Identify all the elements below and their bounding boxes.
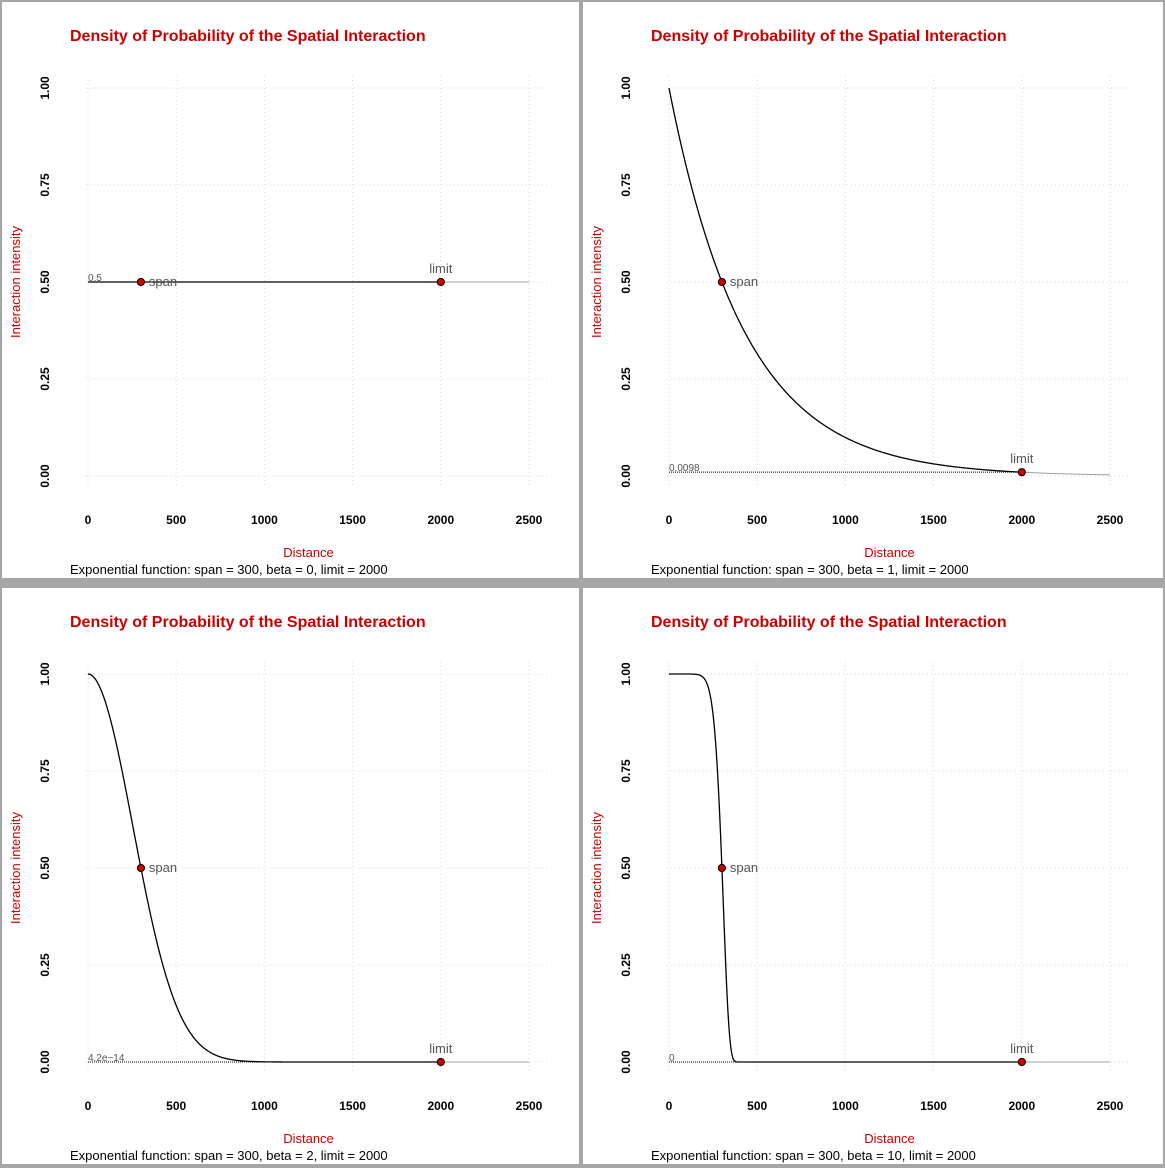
point-span <box>717 277 727 287</box>
chart-subtitle: Exponential function: span = 300, beta =… <box>651 1148 976 1163</box>
chart-subtitle: Exponential function: span = 300, beta =… <box>70 1148 388 1163</box>
chart-panel-beta-0: Density of Probability of the Spatial In… <box>2 2 579 578</box>
x-tick-label: 2000 <box>1008 513 1035 527</box>
chart-subtitle: Exponential function: span = 300, beta =… <box>70 562 388 577</box>
y-tick-label: 0.50 <box>38 270 52 294</box>
chart-svg-beta-1: Density of Probability of the Spatial In… <box>589 28 1128 577</box>
chart-svg-beta-0: Density of Probability of the Spatial In… <box>8 28 547 577</box>
y-tick-label: 0.25 <box>38 953 52 977</box>
y-tick-label: 0.25 <box>38 367 52 391</box>
chart-subtitle: Exponential function: span = 300, beta =… <box>651 562 969 577</box>
limit-value-label: 0.5 <box>88 273 102 284</box>
x-tick-label: 1000 <box>251 1099 278 1113</box>
x-tick-label: 2000 <box>427 1099 454 1113</box>
x-tick-label: 0 <box>85 1099 92 1113</box>
y-tick-label: 1.00 <box>38 76 52 100</box>
x-axis-title: Distance <box>283 1131 334 1146</box>
point-label-limit: limit <box>1010 1041 1033 1056</box>
y-tick-label: 0.00 <box>619 1050 633 1074</box>
point-label-limit: limit <box>429 261 452 276</box>
x-tick-label: 1000 <box>832 513 859 527</box>
x-tick-label: 500 <box>166 513 186 527</box>
y-tick-label: 0.25 <box>619 367 633 391</box>
point-label-span: span <box>149 860 177 875</box>
chart-title: Density of Probability of the Spatial In… <box>651 28 1007 45</box>
x-tick-label: 2500 <box>1097 513 1124 527</box>
x-tick-label: 1500 <box>920 513 947 527</box>
x-tick-label: 500 <box>747 1099 767 1113</box>
x-tick-label: 1000 <box>832 1099 859 1113</box>
y-tick-label: 1.00 <box>619 76 633 100</box>
y-tick-label: 0.75 <box>619 759 633 783</box>
point-span <box>136 277 146 287</box>
x-tick-label: 2500 <box>1097 1099 1124 1113</box>
x-tick-label: 2000 <box>427 513 454 527</box>
x-tick-label: 2500 <box>516 1099 543 1113</box>
x-tick-label: 2500 <box>516 513 543 527</box>
y-tick-label: 0.50 <box>619 270 633 294</box>
limit-value-label: 0.0098 <box>669 463 700 474</box>
point-label-span: span <box>730 274 758 289</box>
x-tick-label: 0 <box>666 513 673 527</box>
point-span <box>136 863 146 873</box>
x-tick-label: 1000 <box>251 513 278 527</box>
x-axis-title: Distance <box>864 545 915 560</box>
limit-value-label: 0 <box>669 1053 675 1064</box>
x-tick-label: 1500 <box>339 513 366 527</box>
x-tick-label: 1500 <box>339 1099 366 1113</box>
point-limit <box>436 277 445 287</box>
y-tick-label: 1.00 <box>38 662 52 686</box>
y-tick-label: 0.50 <box>619 856 633 880</box>
y-axis-title: Interaction intensity <box>589 812 604 925</box>
curve-line <box>668 87 1022 473</box>
x-tick-label: 0 <box>666 1099 673 1113</box>
point-label-limit: limit <box>429 1041 452 1056</box>
chart-svg-beta-10: Density of Probability of the Spatial In… <box>589 614 1128 1163</box>
y-tick-label: 0.75 <box>38 759 52 783</box>
y-tick-label: 0.00 <box>38 464 52 488</box>
point-label-span: span <box>730 860 758 875</box>
grid <box>667 662 1128 1072</box>
x-tick-label: 500 <box>166 1099 186 1113</box>
x-axis-title: Distance <box>283 545 334 560</box>
curve-tail-line <box>1021 471 1111 476</box>
chart-title: Density of Probability of the Spatial In… <box>651 614 1007 631</box>
y-tick-label: 0.75 <box>619 173 633 197</box>
x-axis-title: Distance <box>864 1131 915 1146</box>
y-axis-title: Interaction intensity <box>8 812 23 925</box>
point-limit <box>436 1057 445 1067</box>
x-tick-label: 0 <box>85 513 92 527</box>
y-tick-label: 0.25 <box>619 953 633 977</box>
chart-panel-beta-2: Density of Probability of the Spatial In… <box>2 588 579 1164</box>
y-axis-title: Interaction intensity <box>8 226 23 339</box>
chart-svg-beta-2: Density of Probability of the Spatial In… <box>8 614 547 1163</box>
chart-panel-beta-1: Density of Probability of the Spatial In… <box>583 2 1163 578</box>
chart-title: Density of Probability of the Spatial In… <box>70 28 426 45</box>
point-label-span: span <box>149 274 177 289</box>
x-tick-label: 1500 <box>920 1099 947 1113</box>
y-tick-label: 0.50 <box>38 856 52 880</box>
limit-value-label: 4.2e−14 <box>88 1053 125 1064</box>
y-tick-label: 0.00 <box>619 464 633 488</box>
y-axis-title: Interaction intensity <box>589 226 604 339</box>
y-tick-label: 0.00 <box>38 1050 52 1074</box>
x-tick-label: 2000 <box>1008 1099 1035 1113</box>
chart-title: Density of Probability of the Spatial In… <box>70 614 426 631</box>
x-tick-label: 500 <box>747 513 767 527</box>
point-limit <box>1017 1057 1026 1067</box>
point-limit <box>1017 468 1026 477</box>
point-label-limit: limit <box>1010 451 1033 466</box>
chart-panel-beta-10: Density of Probability of the Spatial In… <box>583 588 1163 1164</box>
point-span <box>717 863 727 873</box>
grid <box>667 76 1128 486</box>
y-tick-label: 1.00 <box>619 662 633 686</box>
y-tick-label: 0.75 <box>38 173 52 197</box>
